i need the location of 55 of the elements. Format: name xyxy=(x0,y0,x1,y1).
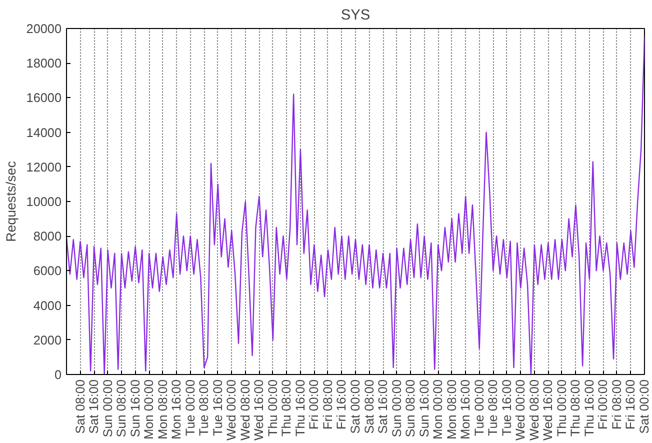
x-tick-label: Mon 00:00 xyxy=(142,379,156,440)
x-tick-label: Fri 16:00 xyxy=(624,379,638,430)
x-tick-label: Fri 08:00 xyxy=(320,379,335,430)
y-tick-label: 14000 xyxy=(26,126,62,140)
x-tick-label: Mon 08:00 xyxy=(444,379,459,440)
x-tick-label: Fri 00:00 xyxy=(596,379,610,430)
x-tick-label: Wed 16:00 xyxy=(541,380,556,440)
x-tick-label: Thu 16:00 xyxy=(582,379,596,436)
y-tick-label: 16000 xyxy=(26,91,62,106)
x-tick-label: Wed 08:00 xyxy=(527,380,542,440)
x-tick-label: Wed 00:00 xyxy=(514,380,528,440)
x-tick-label: Sat 08:00 xyxy=(362,379,376,434)
x-tick-label: Sun 00:00 xyxy=(100,379,115,438)
x-tick-label: Fri 08:00 xyxy=(610,379,624,430)
x-tick-label: Sun 00:00 xyxy=(390,379,404,438)
y-tick-label: 18000 xyxy=(26,56,62,71)
x-tick-label: Thu 16:00 xyxy=(293,379,308,436)
y-tick-label: 4000 xyxy=(33,298,62,313)
y-tick-label: 12000 xyxy=(26,160,62,174)
x-tick-label: Wed 00:00 xyxy=(224,380,239,440)
y-tick-label: 2000 xyxy=(33,333,62,348)
x-tick-label: Sun 16:00 xyxy=(417,379,432,438)
x-tick-label: Sun 16:00 xyxy=(128,379,142,438)
x-tick-label: Sat 00:00 xyxy=(638,379,652,434)
x-tick-label: Tue 08:00 xyxy=(197,379,212,436)
x-tick-label: Thu 00:00 xyxy=(554,379,569,436)
x-tick-label: Tue 16:00 xyxy=(500,379,514,436)
x-tick-label: Sun 08:00 xyxy=(114,379,129,438)
x-tick-label: Thu 08:00 xyxy=(568,379,583,436)
y-tick-label: 10000 xyxy=(26,195,62,209)
y-tick-label: 20000 xyxy=(26,22,62,36)
y-tick-label: 0 xyxy=(54,368,62,382)
x-tick-label: Tue 16:00 xyxy=(210,379,225,436)
x-tick-label: Mon 08:00 xyxy=(156,379,170,440)
y-tick-label: 6000 xyxy=(33,264,62,278)
x-tick-label: Mon 16:00 xyxy=(170,379,184,440)
x-tick-label: Mon 00:00 xyxy=(431,379,446,440)
x-tick-label: Mon 16:00 xyxy=(458,379,473,440)
x-tick-label: Sun 08:00 xyxy=(404,379,418,438)
x-tick-label: Thu 08:00 xyxy=(280,379,294,436)
x-tick-label: Thu 00:00 xyxy=(266,379,280,436)
x-tick-label: Tue 08:00 xyxy=(486,379,500,436)
x-tick-label: Tue 00:00 xyxy=(472,379,486,436)
x-tick-label: Fri 00:00 xyxy=(307,379,322,430)
x-tick-label: Fri 16:00 xyxy=(334,379,349,430)
x-tick-label: Sat 16:00 xyxy=(87,379,102,434)
chart-title: SYS xyxy=(340,8,370,24)
x-tick-label: Wed 16:00 xyxy=(252,380,266,440)
x-tick-label: Sat 00:00 xyxy=(348,379,362,434)
x-tick-label: Sat 08:00 xyxy=(73,379,88,434)
x-tick-label: Sat 16:00 xyxy=(376,379,390,434)
y-axis-title: Requests/sec xyxy=(3,160,18,242)
y-tick-label: 8000 xyxy=(33,230,62,244)
x-tick-label: Tue 00:00 xyxy=(183,379,198,436)
x-tick-label: Wed 08:00 xyxy=(238,380,252,440)
